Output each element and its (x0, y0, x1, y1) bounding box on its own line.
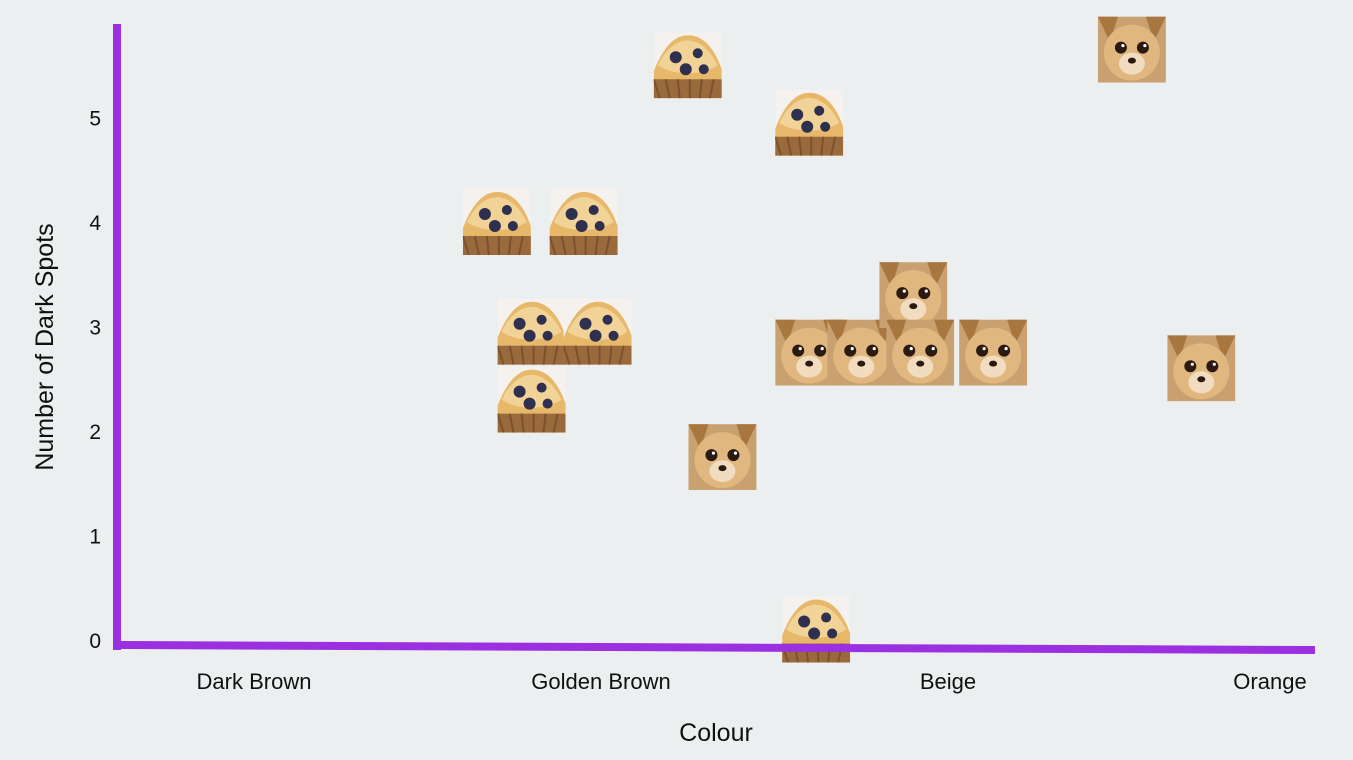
y-tick-labels: 0 1 2 3 4 5 (89, 108, 101, 654)
chihuahua-photo-icon (959, 320, 1027, 386)
y-axis-title: Number of Dark Spots (31, 223, 59, 470)
chihuahua-photo-icon (1167, 335, 1235, 401)
muffin-photo-icon (498, 367, 566, 433)
muffin-photo-icon (463, 189, 531, 255)
x-axis-title: Colour (679, 719, 753, 747)
chihuahua-photo-icon (1098, 17, 1166, 83)
muffin-photo-icon (564, 299, 632, 365)
muffin-photo-icon (654, 32, 722, 98)
chihuahua-photo-icon (886, 320, 954, 386)
y-tick-label: 0 (89, 630, 101, 653)
muffin-photo-icon (498, 299, 566, 365)
chihuahua-photo-icon (827, 320, 895, 386)
x-tick-label: Dark Brown (197, 669, 312, 694)
plot-area (463, 17, 1235, 663)
x-tick-label: Beige (920, 669, 976, 694)
x-tick-label: Golden Brown (531, 669, 670, 694)
y-tick-label: 2 (89, 421, 101, 444)
y-tick-label: 4 (89, 212, 101, 235)
x-tick-labels: Dark Brown Golden Brown Beige Orange (197, 669, 1307, 694)
y-tick-label: 5 (89, 108, 101, 131)
muffin-photo-icon (775, 90, 843, 156)
x-tick-label: Orange (1233, 669, 1306, 694)
muffin-photo-icon (782, 597, 850, 663)
y-tick-label: 3 (89, 317, 101, 340)
chihuahua-photo-icon (879, 262, 947, 328)
x-axis-line (113, 641, 1316, 654)
y-tick-label: 1 (89, 526, 101, 549)
chihuahua-photo-icon (688, 424, 756, 490)
muffin-photo-icon (550, 189, 618, 255)
